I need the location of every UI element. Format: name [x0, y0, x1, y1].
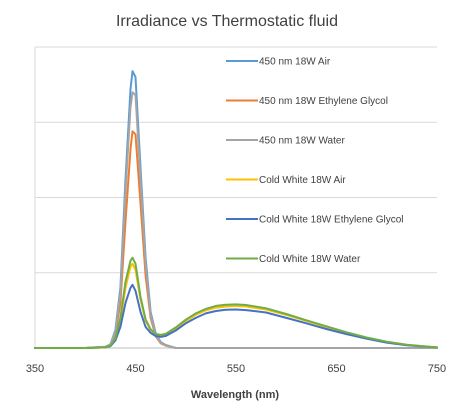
x-axis-label: Wavelength (nm): [191, 389, 280, 401]
legend-entry-label: Cold White 18W Water: [259, 254, 361, 265]
series-line-1: [34, 130, 438, 349]
x-tick-label: 550: [227, 363, 245, 375]
x-tick-label: 450: [126, 363, 144, 375]
chart-title: Irradiance vs Thermostatic fluid: [116, 13, 338, 30]
x-tick-label: 650: [327, 363, 345, 375]
legend-entry-label: 450 nm 18W Air: [259, 57, 331, 68]
legend-entry-label: 450 nm 18W Water: [259, 136, 345, 147]
series-line-5: [34, 256, 438, 349]
series-line-4: [34, 283, 438, 349]
x-tick-label: 350: [26, 363, 44, 375]
grid-lines: [35, 46, 437, 274]
x-tick-label: 750: [428, 363, 446, 375]
legend-entry-label: Cold White 18W Air: [259, 175, 346, 186]
legend-entry-label: Cold White 18W Ethylene Glycol: [259, 215, 404, 226]
legend: 450 nm 18W Air 450 nm 18W Ethylene Glycol…: [226, 57, 404, 265]
series-layer: [34, 70, 438, 349]
series-line-2: [34, 91, 438, 349]
legend-entry-label: 450 nm 18W Ethylene Glycol: [259, 96, 388, 107]
series-line-3: [34, 262, 438, 349]
